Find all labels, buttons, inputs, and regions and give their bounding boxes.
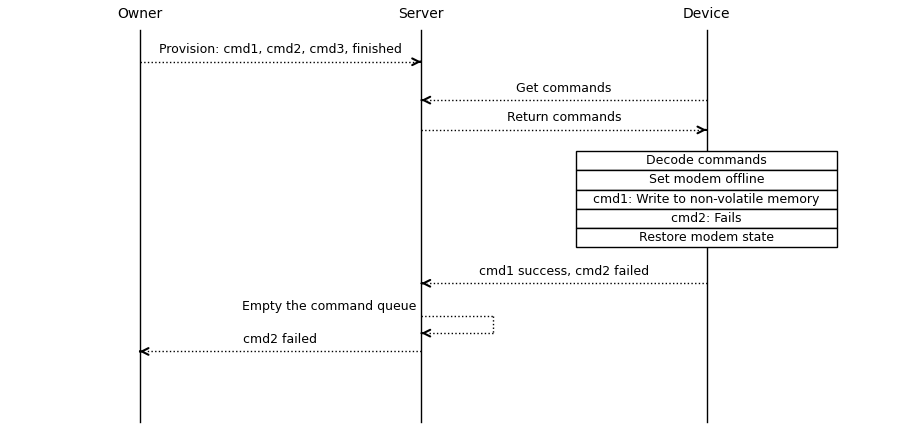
Text: Empty the command queue: Empty the command queue xyxy=(242,299,417,313)
Text: Return commands: Return commands xyxy=(507,111,621,124)
Text: Restore modem state: Restore modem state xyxy=(639,231,774,244)
Text: cmd2 failed: cmd2 failed xyxy=(243,333,318,346)
Text: cmd1 success, cmd2 failed: cmd1 success, cmd2 failed xyxy=(479,265,649,278)
Text: Server: Server xyxy=(399,7,444,21)
Bar xyxy=(576,170,837,190)
Text: cmd2: Fails: cmd2: Fails xyxy=(671,212,742,225)
Bar xyxy=(576,151,837,170)
Text: Owner: Owner xyxy=(117,7,162,21)
Text: Provision: cmd1, cmd2, cmd3, finished: Provision: cmd1, cmd2, cmd3, finished xyxy=(159,43,401,56)
Bar xyxy=(576,228,837,247)
Bar xyxy=(576,190,837,209)
Text: Set modem offline: Set modem offline xyxy=(649,173,764,187)
Text: Decode commands: Decode commands xyxy=(646,154,767,167)
Text: Device: Device xyxy=(683,7,730,21)
Text: Get commands: Get commands xyxy=(517,81,611,95)
Text: cmd1: Write to non-volatile memory: cmd1: Write to non-volatile memory xyxy=(593,193,820,206)
Bar xyxy=(576,209,837,228)
